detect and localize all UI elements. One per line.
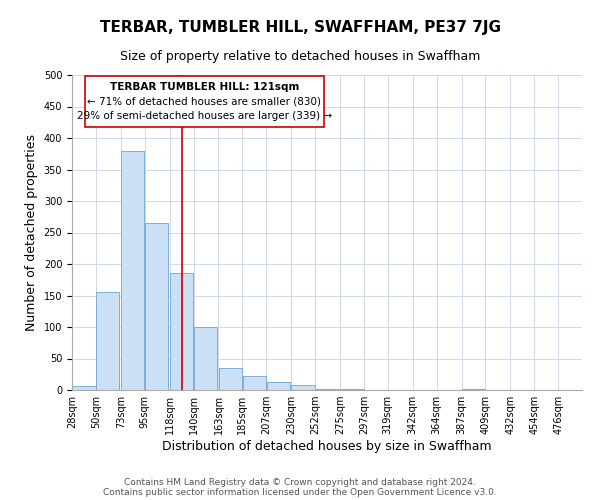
Bar <box>266 382 290 390</box>
Text: ← 71% of detached houses are smaller (830): ← 71% of detached houses are smaller (83… <box>88 96 322 106</box>
Text: TERBAR TUMBLER HILL: 121sqm: TERBAR TUMBLER HILL: 121sqm <box>110 82 299 92</box>
Bar <box>96 292 119 390</box>
Bar <box>242 376 266 390</box>
X-axis label: Distribution of detached houses by size in Swaffham: Distribution of detached houses by size … <box>162 440 492 453</box>
Bar <box>292 385 315 390</box>
FancyBboxPatch shape <box>85 76 324 126</box>
Bar <box>219 368 242 390</box>
Bar <box>170 274 193 390</box>
Text: Size of property relative to detached houses in Swaffham: Size of property relative to detached ho… <box>120 50 480 63</box>
Y-axis label: Number of detached properties: Number of detached properties <box>25 134 38 331</box>
Bar <box>316 388 338 390</box>
Bar <box>145 223 169 390</box>
Bar <box>121 150 145 390</box>
Text: 29% of semi-detached houses are larger (339) →: 29% of semi-detached houses are larger (… <box>77 110 332 120</box>
Text: TERBAR, TUMBLER HILL, SWAFFHAM, PE37 7JG: TERBAR, TUMBLER HILL, SWAFFHAM, PE37 7JG <box>100 20 500 35</box>
Bar <box>72 386 95 390</box>
Text: Contains public sector information licensed under the Open Government Licence v3: Contains public sector information licen… <box>103 488 497 497</box>
Bar <box>462 388 485 390</box>
Bar <box>194 327 217 390</box>
Text: Contains HM Land Registry data © Crown copyright and database right 2024.: Contains HM Land Registry data © Crown c… <box>124 478 476 487</box>
